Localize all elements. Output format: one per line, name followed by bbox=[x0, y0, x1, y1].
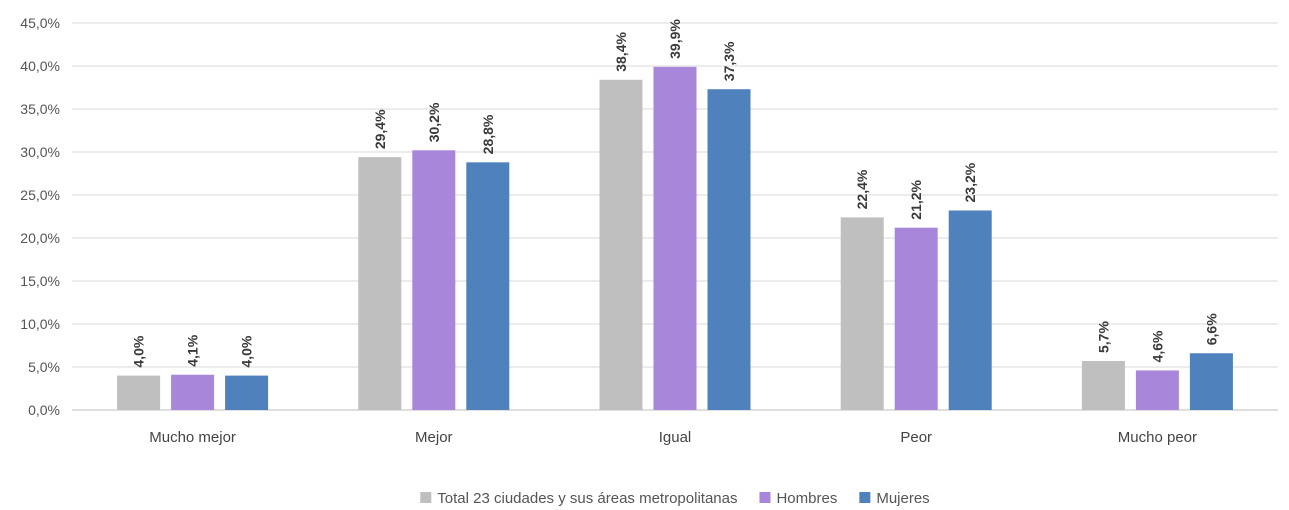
data-label: 30,2% bbox=[426, 102, 442, 142]
legend-label: Total 23 ciudades y sus áreas metropolit… bbox=[437, 490, 737, 507]
data-label: 5,7% bbox=[1095, 321, 1111, 353]
data-label: 23,2% bbox=[962, 162, 978, 202]
bar bbox=[225, 375, 269, 410]
bar bbox=[466, 162, 510, 410]
y-tick-label: 10,0% bbox=[20, 316, 60, 332]
data-label: 4,1% bbox=[185, 334, 201, 366]
bar bbox=[171, 374, 215, 410]
x-tick-label: Mucho peor bbox=[1118, 429, 1197, 446]
y-tick-label: 35,0% bbox=[20, 101, 60, 117]
bar bbox=[1135, 370, 1179, 410]
data-label: 4,0% bbox=[239, 335, 255, 367]
legend-label: Mujeres bbox=[876, 490, 929, 507]
x-tick-label: Igual bbox=[659, 429, 692, 446]
data-label: 28,8% bbox=[480, 114, 496, 154]
x-tick-label: Mejor bbox=[415, 429, 453, 446]
y-tick-label: 5,0% bbox=[28, 359, 60, 375]
data-label: 37,3% bbox=[721, 41, 737, 81]
y-tick-label: 20,0% bbox=[20, 230, 60, 246]
data-label: 29,4% bbox=[372, 109, 388, 149]
y-tick-label: 15,0% bbox=[20, 273, 60, 289]
data-label: 38,4% bbox=[613, 32, 629, 72]
y-tick-label: 0,0% bbox=[28, 402, 60, 418]
y-tick-label: 30,0% bbox=[20, 144, 60, 160]
y-tick-label: 40,0% bbox=[20, 58, 60, 74]
data-label: 4,6% bbox=[1149, 330, 1165, 362]
y-tick-label: 45,0% bbox=[20, 15, 60, 31]
bar bbox=[1081, 360, 1125, 410]
bar bbox=[412, 150, 456, 410]
data-label: 21,2% bbox=[908, 179, 924, 219]
x-tick-label: Peor bbox=[900, 429, 932, 446]
data-label: 6,6% bbox=[1203, 313, 1219, 345]
data-label: 4,0% bbox=[131, 335, 147, 367]
y-tick-label: 25,0% bbox=[20, 187, 60, 203]
bar bbox=[653, 66, 697, 411]
bar bbox=[840, 217, 884, 410]
bar bbox=[1189, 353, 1233, 410]
legend-swatch bbox=[859, 492, 871, 503]
bar bbox=[948, 210, 992, 410]
data-label: 39,9% bbox=[667, 19, 683, 59]
data-label: 22,4% bbox=[854, 169, 870, 209]
legend-swatch bbox=[759, 492, 771, 503]
bar bbox=[894, 227, 938, 410]
x-tick-label: Mucho mejor bbox=[149, 429, 236, 446]
bar bbox=[117, 375, 161, 410]
bar bbox=[358, 157, 402, 410]
legend-label: Hombres bbox=[776, 490, 837, 507]
bar bbox=[707, 89, 751, 410]
bar bbox=[599, 79, 643, 410]
legend-swatch bbox=[420, 492, 432, 503]
